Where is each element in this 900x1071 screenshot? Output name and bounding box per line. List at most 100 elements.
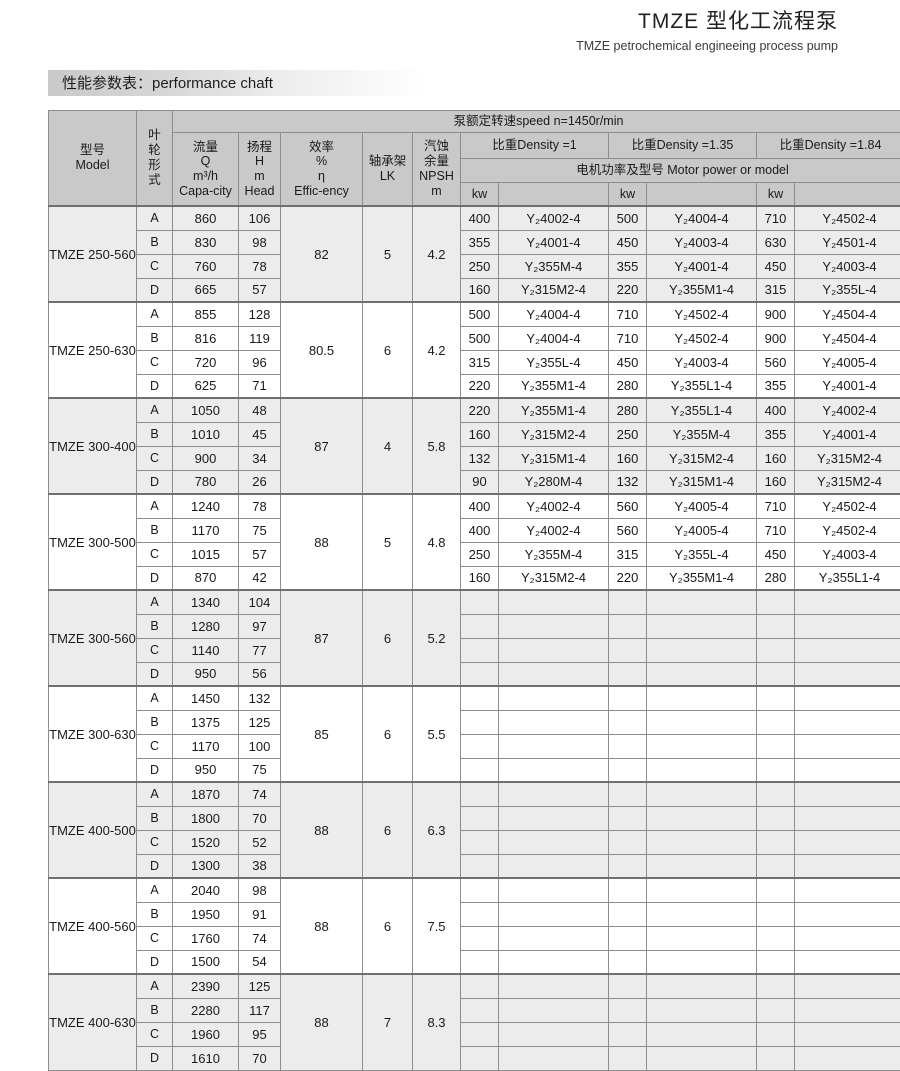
cell-motor-density-1 [498,589,609,615]
cell-motor-density-135 [646,613,757,639]
cell-impeller-letter: D [136,853,173,879]
header-kw-2: kw [608,181,647,207]
cell-kw-density-1: 500 [460,301,499,327]
cell-flow: 625 [172,373,239,399]
cell-motor-density-135 [646,949,757,975]
cell-kw-density-135 [608,685,647,711]
cell-kw-density-1 [460,685,499,711]
cell-head: 56 [238,661,281,687]
cell-motor-density-1: Y₂355L-4 [498,349,609,375]
cell-motor-density-184: Y₂315M2-4 [793,469,900,495]
cell-kw-density-1: 400 [460,493,499,519]
cell-bearing-frame: 5 [362,205,413,303]
cell-impeller-letter: C [136,925,173,951]
cell-head: 125 [238,709,281,735]
cell-flow: 665 [172,277,239,303]
cell-motor-density-1: Y₂4002-4 [498,205,609,231]
cell-head: 77 [238,637,281,663]
table-row: TMZE 300-560 A 1340 104 87 6 5.2 [48,589,900,687]
header-row-motor: 电机功率及型号 Motor power or model [49,157,900,183]
cell-motor-density-135 [646,1021,757,1047]
cell-motor-density-1 [498,757,609,783]
cell-kw-density-1 [460,733,499,759]
cell-impeller-letter: D [136,1045,173,1071]
cell-motor-density-184: Y₂4003-4 [793,253,900,279]
cell-kw-density-1: 220 [460,397,499,423]
cell-kw-density-1 [460,661,499,687]
cell-flow: 1960 [172,1021,239,1047]
cell-impeller-letter: D [136,949,173,975]
cell-head: 52 [238,829,281,855]
table-row: D 665 57 160 Y₂315M2-4 220 Y₂355M1-4 315 Y₂355L-… [49,277,900,303]
cell-kw-density-135 [608,757,647,783]
cell-model: TMZE 250-560 [48,205,137,303]
cell-model: TMZE 400-500 [48,781,137,879]
header-head: 扬程 H m Head [238,131,281,207]
cell-motor-density-135: Y₂4005-4 [646,493,757,519]
cell-flow: 2390 [172,973,239,999]
cell-head: 26 [238,469,281,495]
page-title-cn: TMZE 型化工流程泵 [638,10,838,33]
cell-kw-density-1 [460,973,499,999]
cell-motor-density-1: Y₂355M1-4 [498,397,609,423]
cell-kw-density-184: 450 [756,541,795,567]
header-kw-1: kw [460,181,499,207]
cell-motor-density-1: Y₂4002-4 [498,517,609,543]
cell-motor-density-184 [793,637,900,663]
cell-motor-density-184: Y₂4502-4 [793,205,900,231]
cell-impeller-letter: A [136,973,173,999]
cell-impeller-letter: D [136,661,173,687]
cell-motor-density-184 [793,1021,900,1047]
table-row: C 1170 100 [49,733,900,759]
cell-motor-density-135 [646,901,757,927]
cell-impeller-letter: A [136,397,173,423]
cell-motor-density-184 [793,757,900,783]
cell-head: 98 [238,229,281,255]
cell-impeller-letter: B [136,709,173,735]
cell-motor-density-1: Y₂4002-4 [498,493,609,519]
cell-kw-density-1: 315 [460,349,499,375]
table-row: TMZE 400-560 A 2040 98 88 6 7.5 [48,877,900,975]
cell-impeller-letter: A [136,877,173,903]
cell-head: 104 [238,589,281,615]
cell-motor-density-135 [646,973,757,999]
cell-motor-density-184 [793,613,900,639]
table-row: C 1140 77 [49,637,900,663]
cell-impeller-letter: B [136,613,173,639]
cell-flow: 1950 [172,901,239,927]
table-row: B 1010 45 160 Y₂315M2-4 250 Y₂355M-4 355 Y₂4001-… [49,421,900,447]
table-row: TMZE 400-630 A 2390 125 88 7 8.3 [48,973,900,1071]
cell-motor-density-184: Y₂4504-4 [793,325,900,351]
cell-motor-density-184 [793,1045,900,1071]
cell-kw-density-135 [608,1021,647,1047]
cell-kw-density-184: 900 [756,325,795,351]
cell-kw-density-1 [460,781,499,807]
cell-kw-density-1 [460,709,499,735]
cell-model: TMZE 400-630 [48,973,137,1071]
cell-motor-density-184 [793,709,900,735]
table-row: C 900 34 132 Y₂315M1-4 160 Y₂315M2-4 160 Y₂315M2… [49,445,900,471]
cell-head: 75 [238,517,281,543]
cell-head: 132 [238,685,281,711]
cell-motor-density-135: Y₂355L1-4 [646,373,757,399]
cell-impeller-letter: A [136,493,173,519]
section-bar-label: 性能参数表：performance chaft [62,75,273,93]
table-row: C 760 78 250 Y₂355M-4 355 Y₂4001-4 450 Y₂4003-4 [49,253,900,279]
cell-impeller-letter: C [136,445,173,471]
cell-kw-density-1: 400 [460,205,499,231]
cell-motor-density-184: Y₂4502-4 [793,493,900,519]
cell-bearing-frame: 5 [362,493,413,591]
cell-impeller-letter: B [136,997,173,1023]
cell-kw-density-135: 160 [608,445,647,471]
cell-efficiency: 88 [280,973,363,1071]
table-row: C 720 96 315 Y₂355L-4 450 Y₂4003-4 560 Y₂4005-4 [49,349,900,375]
cell-motor-density-184 [793,877,900,903]
cell-motor-density-135 [646,829,757,855]
cell-flow: 1300 [172,853,239,879]
cell-motor-density-184: Y₂355L1-4 [793,565,900,591]
cell-motor-density-1 [498,877,609,903]
table-row: TMZE 250-630 A 855 128 80.5 6 4.2 500 Y₂4004-4 71… [48,301,900,399]
cell-head: 119 [238,325,281,351]
cell-flow: 1050 [172,397,239,423]
table-row: D 1500 54 [49,949,900,975]
